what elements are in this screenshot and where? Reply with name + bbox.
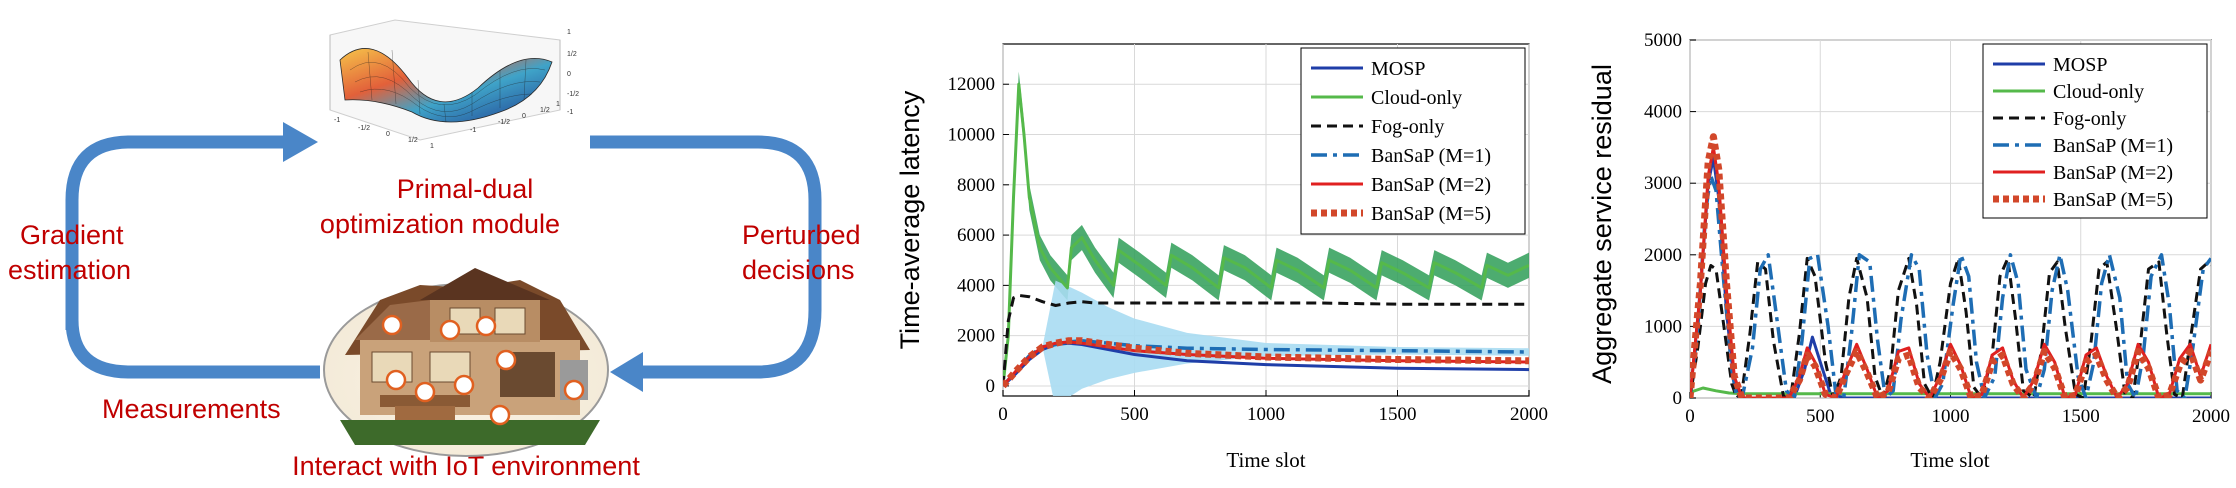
x-axis-label: Time slot bbox=[1226, 448, 1305, 472]
right-label-line2: decisions bbox=[742, 255, 855, 285]
z-tick-label: 1 bbox=[567, 29, 571, 36]
series-line bbox=[1003, 82, 1529, 387]
y-tick-label: 8000 bbox=[957, 175, 995, 196]
left-arc-arrow bbox=[65, 135, 285, 330]
legend-label: BanSaP (M=2) bbox=[2053, 162, 2173, 184]
x-tick-label: 1000 bbox=[1932, 406, 1970, 427]
x-tick-label: 500 bbox=[1806, 406, 1835, 427]
series-bands bbox=[1003, 71, 1529, 396]
module-label-line1: Primal-dual bbox=[397, 174, 534, 204]
legend: MOSP Cloud-only Fog-only BanSaP (M=1) BanSaP… bbox=[1300, 47, 1526, 235]
legend-label: Cloud-only bbox=[2053, 81, 2144, 103]
z-tick-label: -1/2 bbox=[567, 91, 579, 98]
x-tick-label: 1500 bbox=[2062, 406, 2100, 427]
series-line bbox=[1690, 174, 2211, 398]
residual-chart: 0 500 1000 1500 2000 0 1000 2000 3000 4000 5000 Ti… bbox=[1587, 30, 2230, 472]
y-axis-label: Aggregate service residual bbox=[1587, 64, 1617, 384]
x-tick-label: 0 bbox=[386, 131, 390, 138]
y-tick-label: 6000 bbox=[957, 225, 995, 246]
legend-label: BanSaP (M=1) bbox=[1371, 145, 1491, 167]
y-tick-label: 0 bbox=[522, 113, 526, 120]
x-tick-label: 2000 bbox=[2192, 406, 2230, 427]
x-axis-label: Time slot bbox=[1910, 448, 1989, 472]
y-tick-label: -1/2 bbox=[498, 119, 510, 126]
series-line bbox=[1690, 133, 2211, 398]
arrowhead-to-environment bbox=[610, 352, 643, 392]
legend-label: BanSaP (M=5) bbox=[2053, 189, 2173, 211]
legend-label: Fog-only bbox=[2053, 108, 2126, 130]
y-tick-label: 12000 bbox=[948, 74, 996, 95]
legend-label: MOSP bbox=[2053, 54, 2107, 76]
y-tick-label: 2000 bbox=[1644, 245, 1682, 266]
x-tick-label: 0 bbox=[998, 404, 1008, 425]
module-label-line2: optimization module bbox=[320, 209, 560, 239]
z-tick-label: 0 bbox=[567, 71, 571, 78]
y-tick-label: 2000 bbox=[957, 326, 995, 347]
legend-label: BanSaP (M=5) bbox=[1371, 203, 1491, 225]
legend-label: BanSaP (M=1) bbox=[2053, 135, 2173, 157]
x-tick-label: -1 bbox=[334, 117, 340, 124]
left-label-line1: Gradient bbox=[20, 220, 124, 250]
y-tick-label: 0 bbox=[986, 376, 996, 397]
right-arc-arrow bbox=[590, 135, 822, 379]
y-tick-label: -1 bbox=[470, 127, 476, 134]
z-tick-label: 1/2 bbox=[567, 51, 577, 58]
series-band bbox=[1003, 280, 1529, 396]
latency-chart: 0 500 1000 1500 2000 0 2000 4000 6000 8000 10000 12… bbox=[895, 43, 1549, 472]
y-tick-label: 5000 bbox=[1644, 30, 1682, 51]
arrowhead-to-module bbox=[283, 122, 318, 162]
x-tick-label: 1 bbox=[430, 143, 434, 150]
series-line bbox=[1690, 256, 2211, 398]
y-tick-label: 4000 bbox=[1644, 102, 1682, 123]
x-tick-label: 2000 bbox=[1510, 404, 1548, 425]
z-tick-label: -1 bbox=[567, 109, 573, 116]
legend-box bbox=[1300, 47, 1526, 235]
series-line bbox=[1003, 337, 1529, 389]
x-tick-label: 500 bbox=[1120, 404, 1149, 425]
y-axis-label: Time-average latency bbox=[895, 90, 925, 349]
y-tick-label: 0 bbox=[1673, 388, 1683, 409]
y-tick-label: 3000 bbox=[1644, 173, 1682, 194]
y-tick-label: 1 bbox=[556, 101, 560, 108]
legend-label: MOSP bbox=[1371, 58, 1425, 80]
y-tick-label: 1000 bbox=[1644, 316, 1682, 337]
workflow-diagram: 1 1/2 0 -1/2 -1 -1 -1/2 0 1/2 1 -1 -1/2 … bbox=[8, 19, 861, 481]
tick-labels: 0 500 1000 1500 2000 0 1000 2000 3000 4000 5000 bbox=[1644, 30, 2230, 427]
x-tick-label: 1500 bbox=[1379, 404, 1417, 425]
x-tick-label: 1000 bbox=[1247, 404, 1285, 425]
legend-label: Cloud-only bbox=[1371, 87, 1462, 109]
legend-label: BanSaP (M=2) bbox=[1371, 174, 1491, 196]
tick-labels: 0 500 1000 1500 2000 0 2000 4000 6000 8000 10000 12… bbox=[948, 74, 1549, 425]
x-tick-label: 0 bbox=[1685, 406, 1695, 427]
surface-plot-image: 1 1/2 0 -1/2 -1 -1 -1/2 0 1/2 1 -1 -1/2 … bbox=[329, 19, 579, 150]
y-tick-label: 1/2 bbox=[540, 107, 550, 114]
right-label-line1: Perturbed bbox=[742, 220, 861, 250]
x-tick-label: -1/2 bbox=[358, 125, 370, 132]
bottom-left-arc bbox=[65, 319, 320, 379]
x-tick-label: 1/2 bbox=[408, 137, 418, 144]
loop-arrows bbox=[65, 135, 822, 379]
legend: MOSP Cloud-only Fog-only BanSaP (M=1) BanSaP… bbox=[1982, 43, 2208, 219]
legend-label: Fog-only bbox=[1371, 116, 1444, 138]
series-lines bbox=[1690, 133, 2211, 398]
y-tick-label: 4000 bbox=[957, 275, 995, 296]
iot-house-image bbox=[323, 268, 609, 457]
legend-box bbox=[1982, 43, 2208, 219]
measurements-label: Measurements bbox=[102, 394, 281, 424]
series-lines bbox=[1003, 82, 1529, 389]
y-tick-label: 10000 bbox=[948, 125, 996, 146]
left-label-line2: estimation bbox=[8, 255, 131, 285]
